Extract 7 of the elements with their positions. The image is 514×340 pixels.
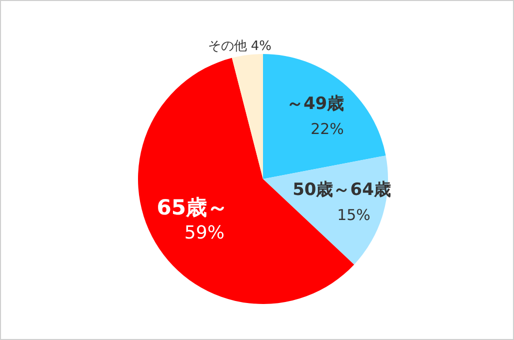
data-label: 22% [310,120,344,138]
slice-label: 65歳～ [156,196,228,220]
slice-label: ～49歳 [286,94,344,114]
data-label: 15% [337,206,370,224]
slice-label: 50歳～64歳 [292,180,391,200]
data-label: 59% [184,222,224,244]
slice-label: その他 4% [208,39,272,54]
